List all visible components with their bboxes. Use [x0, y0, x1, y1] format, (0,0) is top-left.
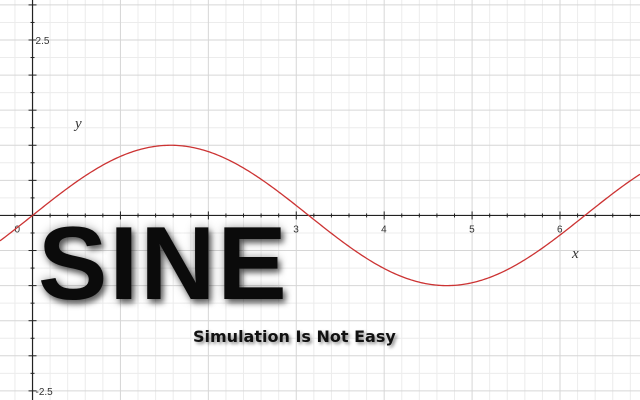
x-axis-label: x: [571, 246, 579, 262]
x-tick-label: 4: [381, 224, 387, 235]
y-tick-label: -2.5: [36, 387, 54, 398]
y-axis-label: y: [73, 116, 82, 132]
origin-label: 0: [15, 224, 21, 235]
chart-title: SINE: [38, 206, 289, 322]
y-tick-label: 2.5: [36, 36, 50, 47]
sine-curve: [0, 144, 640, 287]
x-tick-label: 6: [557, 224, 563, 235]
chart-subtitle: Simulation Is Not Easy: [193, 327, 396, 346]
x-tick-label: 3: [293, 224, 299, 235]
x-tick-label: 5: [469, 224, 475, 235]
tick-labels: 0 3 4 5 6 2.5 -2.5: [15, 36, 563, 398]
